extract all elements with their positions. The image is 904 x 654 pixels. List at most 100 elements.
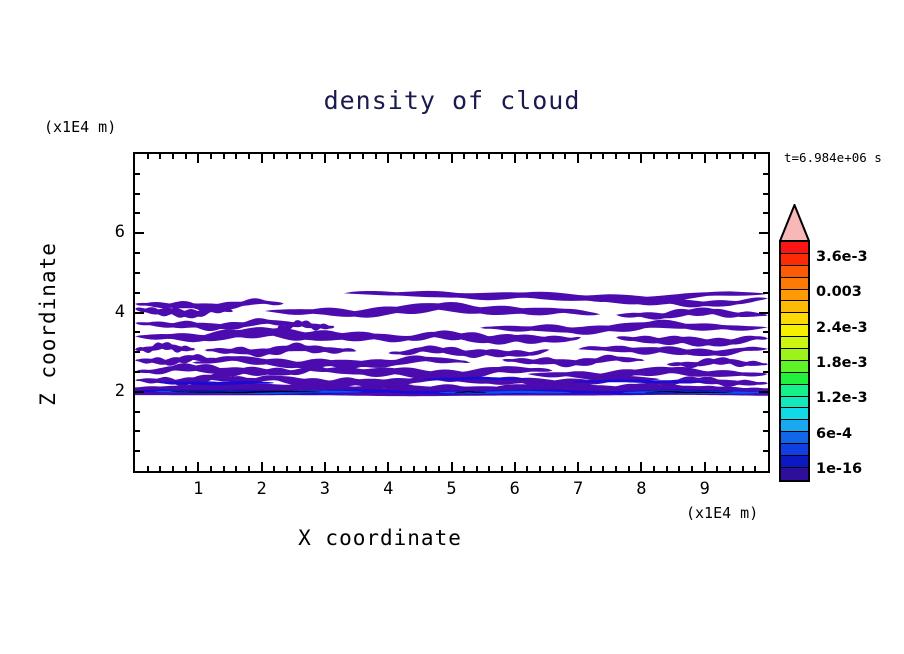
x-tick-minor xyxy=(374,466,377,471)
colorbar-tick-label: 3.6e-3 xyxy=(816,249,868,265)
x-tick-minor-top xyxy=(298,154,301,159)
colorbar-segment xyxy=(781,265,808,278)
x-tick-minor xyxy=(589,466,592,471)
x-tick-minor-top xyxy=(311,154,314,159)
x-tick-minor xyxy=(311,466,314,471)
x-tick-minor xyxy=(412,466,415,471)
y-tick-label: 4 xyxy=(114,301,125,322)
contour-plot-area xyxy=(135,154,768,471)
colorbar-tick-label: 1.2e-3 xyxy=(816,390,868,407)
x-tick-minor xyxy=(678,466,681,471)
x-tick-minor xyxy=(273,466,276,471)
x-tick-minor xyxy=(235,466,238,471)
y-tick-minor xyxy=(135,271,140,274)
y-tick-minor-right xyxy=(763,252,768,255)
x-tick-minor xyxy=(475,466,478,471)
x-tick-minor-top xyxy=(425,154,428,159)
colorbar-tick-label: 1e-16 xyxy=(816,461,863,477)
x-tick-minor-top xyxy=(159,154,162,159)
x-tick-minor-top xyxy=(627,154,630,159)
x-tick-major-top xyxy=(387,154,390,163)
x-tick-minor-top xyxy=(475,154,478,159)
contour-band xyxy=(666,357,768,369)
contour-band xyxy=(135,354,221,366)
x-tick-major xyxy=(260,462,263,471)
colorbar-segment xyxy=(781,444,808,457)
y-tick-minor-right xyxy=(763,370,768,373)
colorbar-tick-label: 1.8e-3 xyxy=(816,355,868,371)
x-tick-minor xyxy=(146,466,149,471)
x-tick-minor xyxy=(653,466,656,471)
x-tick-major-top xyxy=(640,154,643,163)
contour-band xyxy=(135,306,234,319)
x-tick-minor xyxy=(463,466,466,471)
x-tick-minor-top xyxy=(184,154,187,159)
x-tick-minor-top xyxy=(678,154,681,159)
x-tick-minor-top xyxy=(716,154,719,159)
y-tick-minor-right xyxy=(763,291,768,294)
colorbar-tick-label: 0.003 xyxy=(816,284,862,301)
y-tick-minor xyxy=(135,351,140,354)
x-tick-minor xyxy=(361,466,364,471)
colorbar[interactable] xyxy=(779,240,810,482)
x-tick-minor xyxy=(209,466,212,471)
y-tick-minor xyxy=(135,430,140,433)
x-tick-minor-top xyxy=(374,154,377,159)
x-tick-major xyxy=(450,462,453,471)
x-tick-minor-top xyxy=(501,154,504,159)
x-tick-label: 9 xyxy=(699,479,710,499)
x-tick-major xyxy=(387,462,390,471)
y-tick-minor-right xyxy=(763,192,768,195)
y-tick-minor xyxy=(135,410,140,413)
y-tick-minor xyxy=(135,212,140,215)
contour-band xyxy=(204,342,357,358)
x-tick-minor xyxy=(501,466,504,471)
y-tick-major xyxy=(135,390,144,393)
x-tick-minor xyxy=(285,466,288,471)
contour-band-core xyxy=(571,379,711,384)
x-tick-minor xyxy=(488,466,491,471)
colorbar-segment xyxy=(781,301,808,314)
x-tick-minor xyxy=(298,466,301,471)
contour-band xyxy=(578,345,768,357)
y-tick-minor-right xyxy=(763,331,768,334)
y-tick-minor-right xyxy=(763,410,768,413)
x-tick-minor xyxy=(716,466,719,471)
y-tick-label: 2 xyxy=(114,380,125,401)
colorbar-segment xyxy=(781,360,808,373)
contour-band xyxy=(277,320,335,331)
x-axis-title: X coordinate xyxy=(298,526,462,550)
x-tick-minor xyxy=(564,466,567,471)
x-tick-minor-top xyxy=(361,154,364,159)
y-tick-label: 6 xyxy=(114,222,125,243)
x-tick-major-top xyxy=(260,154,263,163)
y-tick-minor xyxy=(135,172,140,175)
colorbar-arrow-cap xyxy=(779,204,810,242)
contour-band-core xyxy=(423,376,528,381)
y-axis-title: Z coordinate xyxy=(36,242,60,406)
colorbar-segment xyxy=(781,289,808,302)
contour-bands xyxy=(135,290,768,397)
chart-title: density of cloud xyxy=(323,86,581,115)
x-tick-minor xyxy=(171,466,174,471)
x-tick-major xyxy=(703,462,706,471)
y-tick-major-right xyxy=(759,311,768,314)
x-tick-label: 2 xyxy=(256,479,267,499)
colorbar-segment xyxy=(781,432,808,445)
x-tick-major-top xyxy=(450,154,453,163)
x-tick-major xyxy=(197,462,200,471)
x-tick-minor xyxy=(247,466,250,471)
contour-band-core xyxy=(157,381,275,386)
x-tick-minor-top xyxy=(754,154,757,159)
x-tick-label: 3 xyxy=(319,479,331,499)
y-tick-minor-right xyxy=(763,172,768,175)
x-tick-minor-top xyxy=(209,154,212,159)
x-tick-minor-top xyxy=(653,154,656,159)
x-tick-minor xyxy=(336,466,339,471)
x-tick-minor-top xyxy=(488,154,491,159)
contour-band xyxy=(480,319,768,335)
x-tick-minor-top xyxy=(551,154,554,159)
x-tick-minor xyxy=(754,466,757,471)
y-tick-major xyxy=(135,311,144,314)
contour-band-core xyxy=(169,390,322,394)
